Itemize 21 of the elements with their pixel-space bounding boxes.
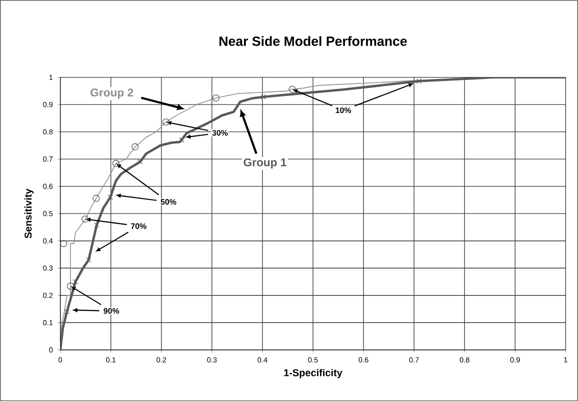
- point: [162, 118, 170, 126]
- point: [178, 137, 184, 142]
- point: [138, 159, 143, 164]
- point: [132, 143, 139, 150]
- point: [108, 194, 113, 200]
- text: Group 1: [244, 158, 286, 168]
- point: [112, 160, 120, 167]
- point: [94, 222, 100, 228]
- chart-title: Near Side Model Performance: [220, 36, 407, 46]
- point: [64, 309, 70, 314]
- y-axis-title: Sensitivity: [24, 188, 34, 238]
- point: [86, 257, 92, 262]
- x-axis-title: 1-Specificity: [284, 368, 342, 378]
- point: [260, 94, 266, 100]
- point: [288, 86, 296, 93]
- point: [82, 215, 89, 222]
- point: [92, 194, 100, 202]
- point: [60, 240, 68, 247]
- text: Group 2: [90, 88, 134, 99]
- point: [416, 78, 422, 84]
- point: [212, 94, 220, 102]
